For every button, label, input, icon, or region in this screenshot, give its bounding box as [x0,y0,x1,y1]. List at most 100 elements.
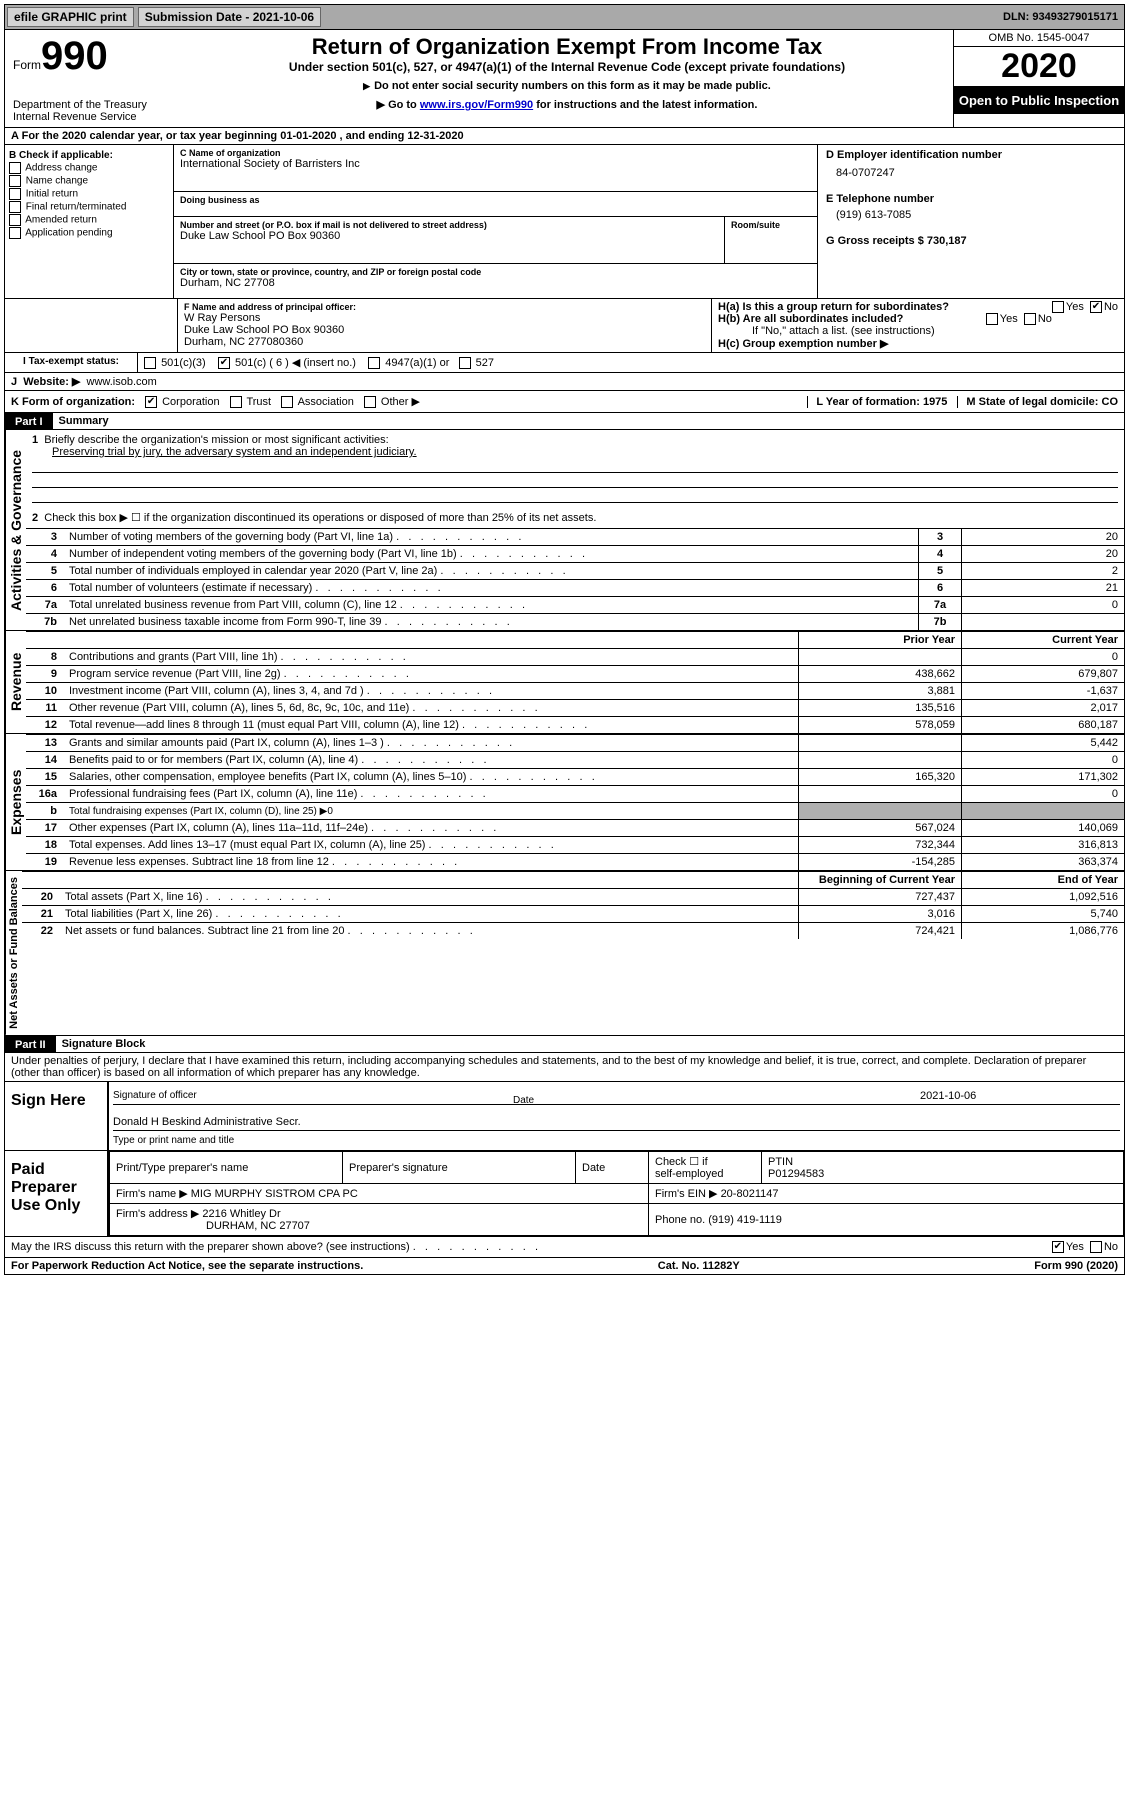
form990-link[interactable]: www.irs.gov/Form990 [420,99,533,111]
table-row: 12Total revenue—add lines 8 through 11 (… [26,717,1124,734]
501c3-checkbox[interactable] [144,357,156,369]
501c-checkbox[interactable] [218,357,230,369]
table-row: 4Number of independent voting members of… [26,546,1124,563]
prep-c3: Date [576,1152,649,1184]
firm-name: MIG MURPHY SISTROM CPA PC [191,1188,358,1200]
firm-ein: 20-8021147 [721,1188,779,1200]
table-row: 21Total liabilities (Part X, line 26)3,0… [22,906,1124,923]
phone-value: (919) 613-7085 [836,209,1116,221]
table-row: 14Benefits paid to or for members (Part … [26,752,1124,769]
table-row: 6Total number of volunteers (estimate if… [26,580,1124,597]
table-row: 5Total number of individuals employed in… [26,563,1124,580]
part1-tag: Part I [5,414,53,430]
top-bar: efile GRAPHIC print Submission Date - 20… [5,5,1124,30]
hb-label: H(b) Are all subordinates included? [718,313,903,325]
part2-title: Signature Block [56,1036,1124,1053]
box-j-label: Website: ▶ [23,375,80,388]
rev-side-label: Revenue [5,631,26,733]
officer-typed-name: Donald H Beskind Administrative Secr. [113,1116,301,1128]
form-subtitle: Under section 501(c), 527, or 4947(a)(1)… [185,60,949,74]
box-i-label: Tax-exempt status: [29,356,119,367]
tax-period: A For the 2020 calendar year, or tax yea… [5,128,1124,145]
officer-name: W Ray Persons [184,312,705,324]
527-checkbox[interactable] [459,357,471,369]
open-to-public: Open to Public Inspection [954,87,1124,114]
table-row: 22Net assets or fund balances. Subtract … [22,923,1124,940]
boxb-checkbox[interactable] [9,214,21,226]
table-row: 18Total expenses. Add lines 13–17 (must … [26,837,1124,854]
table-row: 16aProfessional fundraising fees (Part I… [26,786,1124,803]
table-row: 10Investment income (Part VIII, column (… [26,683,1124,700]
table-row: 11Other revenue (Part VIII, column (A), … [26,700,1124,717]
efile-print-button[interactable]: efile GRAPHIC print [7,7,134,27]
box-b: B Check if applicable: Address change Na… [5,145,174,298]
table-row: 8Contributions and grants (Part VIII, li… [26,649,1124,666]
form-word: Form [13,58,41,72]
footer-left: For Paperwork Reduction Act Notice, see … [11,1260,363,1272]
org-address: Duke Law School PO Box 90360 [180,230,718,242]
org-city: Durham, NC 27708 [180,277,811,289]
line2-label: Check this box ▶ ☐ if the organization d… [44,512,596,524]
line1-label: Briefly describe the organization's miss… [44,434,388,446]
begin-year-hdr: Beginning of Current Year [799,872,962,889]
table-row: 15Salaries, other compensation, employee… [26,769,1124,786]
current-year-hdr: Current Year [962,632,1125,649]
discuss-yes-checkbox[interactable] [1052,1241,1064,1253]
boxb-checkbox[interactable] [9,175,21,187]
addr-label: Number and street (or P.O. box if mail i… [180,220,718,230]
firm-addr2: DURHAM, NC 27707 [206,1220,310,1232]
firm-addr1: 2216 Whitley Dr [202,1208,280,1220]
penalty-text: Under penalties of perjury, I declare th… [5,1053,1124,1081]
form-inst1: Do not enter social security numbers on … [185,80,949,92]
paid-preparer-label: Paid Preparer Use Only [5,1151,107,1236]
ha-no-checkbox[interactable] [1090,301,1102,313]
corp-checkbox[interactable] [145,396,157,408]
table-row: 7bNet unrelated business taxable income … [26,614,1124,631]
table-row: bTotal fundraising expenses (Part IX, co… [26,803,1124,820]
boxb-checkbox[interactable] [9,162,21,174]
room-label: Room/suite [731,220,811,230]
box-f-label: F Name and address of principal officer: [184,302,705,312]
form-number: 990 [41,34,108,78]
ptin-value: P01294583 [768,1168,824,1180]
h-note: If "No," attach a list. (see instruction… [718,325,1118,337]
omb-number: OMB No. 1545-0047 [954,30,1124,47]
officer-addr1: Duke Law School PO Box 90360 [184,324,705,336]
boxb-checkbox[interactable] [9,188,21,200]
box-m: M State of legal domicile: CO [966,396,1118,408]
table-row: 3Number of voting members of the governi… [26,529,1124,546]
sig-date: 2021-10-06 [920,1090,1120,1102]
table-row: 20Total assets (Part X, line 16)727,4371… [22,889,1124,906]
form-title: Return of Organization Exempt From Incom… [185,34,949,60]
irs-label: Internal Revenue Service [13,111,173,123]
boxb-checkbox[interactable] [9,201,21,213]
box-c-name-label: C Name of organization [180,148,811,158]
box-g-label: G Gross receipts $ 730,187 [826,235,1116,247]
submission-date-button[interactable]: Submission Date - 2021-10-06 [138,7,321,27]
discuss-no-checkbox[interactable] [1090,1241,1102,1253]
form-header: Form990 Department of the Treasury Inter… [5,30,1124,128]
net-side-label: Net Assets or Fund Balances [5,871,22,1035]
tax-year: 2020 [954,47,1124,87]
part1-title: Summary [53,413,1124,430]
table-row: 17Other expenses (Part IX, column (A), l… [26,820,1124,837]
city-label: City or town, state or province, country… [180,267,811,277]
table-row: 9Program service revenue (Part VIII, lin… [26,666,1124,683]
table-row: 13Grants and similar amounts paid (Part … [26,735,1124,752]
prior-year-hdr: Prior Year [799,632,962,649]
table-row: 7aTotal unrelated business revenue from … [26,597,1124,614]
gov-side-label: Activities & Governance [5,430,26,630]
discuss-label: May the IRS discuss this return with the… [11,1241,410,1253]
table-row: 19Revenue less expenses. Subtract line 1… [26,854,1124,871]
sign-here-label: Sign Here [5,1082,107,1150]
box-k-label: K Form of organization: [11,396,135,408]
dln-label: DLN: 93493279015171 [997,9,1124,25]
footer-mid: Cat. No. 11282Y [658,1260,740,1272]
boxb-checkbox[interactable] [9,227,21,239]
4947-checkbox[interactable] [368,357,380,369]
box-e-label: E Telephone number [826,193,1116,205]
mission-text: Preserving trial by jury, the adversary … [52,446,417,458]
part2-tag: Part II [5,1037,56,1053]
org-name: International Society of Barristers Inc [180,158,811,170]
ein-value: 84-0707247 [836,167,1116,179]
